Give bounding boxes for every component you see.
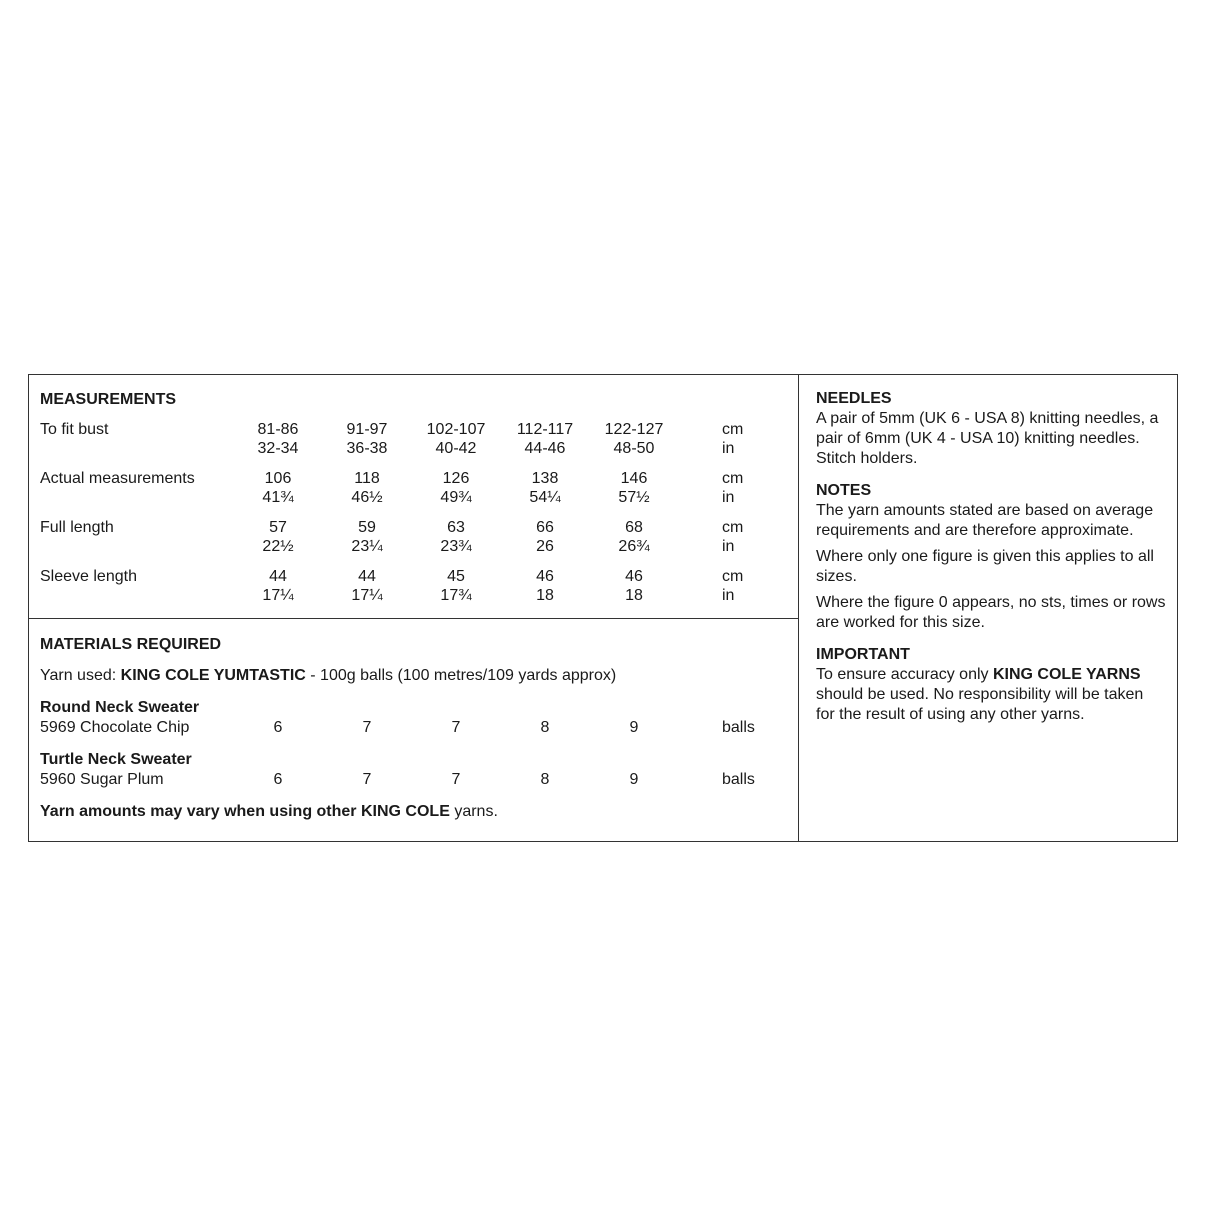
unit-in: in bbox=[722, 538, 735, 555]
cm-value: 44 bbox=[269, 568, 287, 585]
unit-cm: cm bbox=[722, 421, 744, 438]
cm-value: 46 bbox=[536, 568, 554, 585]
row-label: Full length bbox=[40, 519, 114, 536]
row-label: Sleeve length bbox=[40, 568, 137, 585]
horizontal-divider bbox=[29, 618, 798, 619]
cm-value: 91-97 bbox=[346, 421, 388, 438]
needles-text: A pair of 5mm (UK 6 - USA 8) knitting ne… bbox=[816, 410, 1159, 467]
cm-value: 57 bbox=[269, 519, 287, 536]
measurements-title: MEASUREMENTS bbox=[40, 391, 177, 408]
cm-value: 81-86 bbox=[257, 421, 299, 438]
in-value: 32-34 bbox=[257, 440, 299, 457]
in-value: 26¾ bbox=[618, 538, 650, 555]
materials-title: MATERIALS REQUIRED bbox=[40, 636, 222, 653]
in-value: 18 bbox=[625, 587, 643, 604]
yarn-note: Yarn amounts may vary when using other K… bbox=[40, 803, 498, 820]
in-value: 41¾ bbox=[262, 489, 294, 506]
ball-count: 6 bbox=[273, 771, 283, 788]
cm-value: 118 bbox=[354, 470, 380, 487]
cm-value: 68 bbox=[625, 519, 643, 536]
ball-count: 8 bbox=[540, 771, 550, 788]
in-value: 26 bbox=[536, 538, 554, 555]
unit-cm: cm bbox=[722, 568, 744, 585]
in-value: 49¾ bbox=[440, 489, 472, 506]
cm-value: 126 bbox=[442, 470, 470, 487]
ball-count: 7 bbox=[362, 719, 372, 736]
cm-value: 46 bbox=[625, 568, 643, 585]
ball-count: 7 bbox=[451, 771, 461, 788]
yarn-used: Yarn used: KING COLE YUMTASTIC - 100g ba… bbox=[40, 667, 617, 684]
ball-count: 8 bbox=[540, 719, 550, 736]
cm-value: 146 bbox=[620, 470, 648, 487]
cm-value: 138 bbox=[531, 470, 559, 487]
cm-value: 66 bbox=[536, 519, 554, 536]
in-value: 23¾ bbox=[440, 538, 472, 555]
garment-name: Round Neck Sweater bbox=[40, 699, 200, 716]
garment-name: Turtle Neck Sweater bbox=[40, 751, 192, 768]
ball-count: 6 bbox=[273, 719, 283, 736]
notes-paragraph: Where only one figure is given this appl… bbox=[816, 548, 1154, 585]
notes-paragraph: Where the figure 0 appears, no sts, time… bbox=[816, 594, 1166, 631]
ball-count: 7 bbox=[362, 771, 372, 788]
yarn-shade: 5969 Chocolate Chip bbox=[40, 719, 190, 736]
in-value: 36-38 bbox=[346, 440, 388, 457]
unit-in: in bbox=[722, 489, 735, 506]
unit-in: in bbox=[722, 587, 735, 604]
in-value: 48-50 bbox=[613, 440, 655, 457]
notes-paragraph: The yarn amounts stated are based on ave… bbox=[816, 502, 1154, 539]
cm-value: 122-127 bbox=[604, 421, 664, 438]
unit-in: in bbox=[722, 440, 735, 457]
important-title: IMPORTANT bbox=[816, 646, 910, 663]
in-value: 22½ bbox=[262, 538, 294, 555]
in-value: 57½ bbox=[618, 489, 650, 506]
in-value: 17¾ bbox=[440, 587, 472, 604]
cm-value: 44 bbox=[358, 568, 376, 585]
in-value: 44-46 bbox=[524, 440, 566, 457]
ball-count: 9 bbox=[629, 719, 639, 736]
cm-value: 106 bbox=[264, 470, 292, 487]
in-value: 54¼ bbox=[529, 489, 561, 506]
in-value: 17¼ bbox=[262, 587, 294, 604]
cm-value: 102-107 bbox=[426, 421, 486, 438]
in-value: 18 bbox=[536, 587, 554, 604]
cm-value: 63 bbox=[447, 519, 465, 536]
in-value: 23¼ bbox=[351, 538, 383, 555]
right-panel: NEEDLES A pair of 5mm (UK 6 - USA 8) kni… bbox=[816, 389, 1166, 725]
unit-cm: cm bbox=[722, 519, 744, 536]
ball-count: 9 bbox=[629, 771, 639, 788]
needles-title: NEEDLES bbox=[816, 390, 892, 407]
in-value: 40-42 bbox=[435, 440, 477, 457]
ball-count: 7 bbox=[451, 719, 461, 736]
pattern-info-box: MEASUREMENTS To fit bust 81-86 32-34 91-97 3… bbox=[28, 374, 1178, 842]
unit-balls: balls bbox=[722, 719, 755, 736]
row-label: To fit bust bbox=[40, 421, 109, 438]
unit-balls: balls bbox=[722, 771, 755, 788]
in-value: 17¼ bbox=[351, 587, 383, 604]
important-text: To ensure accuracy only KING COLE YARNS … bbox=[816, 666, 1144, 723]
notes-title: NOTES bbox=[816, 482, 872, 499]
vertical-divider bbox=[798, 375, 799, 841]
cm-value: 59 bbox=[358, 519, 376, 536]
unit-cm: cm bbox=[722, 470, 744, 487]
yarn-shade: 5960 Sugar Plum bbox=[40, 771, 164, 788]
row-label: Actual measurements bbox=[40, 470, 195, 487]
cm-value: 45 bbox=[447, 568, 465, 585]
cm-value: 112-117 bbox=[516, 421, 574, 438]
in-value: 46½ bbox=[351, 489, 383, 506]
